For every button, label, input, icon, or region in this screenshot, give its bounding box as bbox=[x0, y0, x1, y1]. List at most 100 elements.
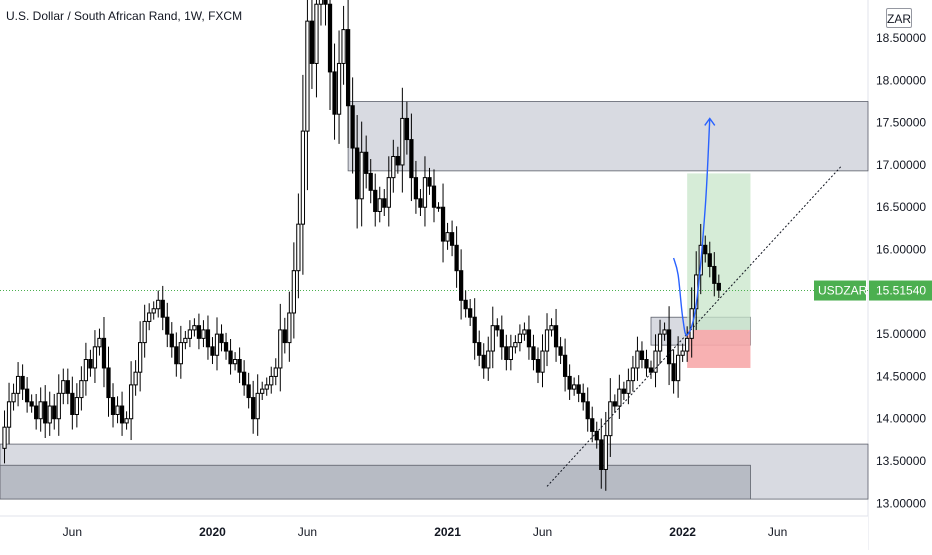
candle[interactable] bbox=[567, 364, 572, 400]
candle[interactable] bbox=[174, 332, 179, 377]
candle[interactable] bbox=[318, 0, 324, 26]
candle[interactable] bbox=[612, 394, 617, 413]
candle[interactable] bbox=[463, 290, 468, 318]
candle[interactable] bbox=[228, 338, 233, 375]
candle[interactable] bbox=[657, 319, 663, 364]
candle[interactable] bbox=[400, 87, 405, 193]
candle[interactable] bbox=[138, 321, 143, 392]
candle[interactable] bbox=[309, 0, 315, 89]
candle[interactable] bbox=[11, 383, 16, 411]
candle[interactable] bbox=[291, 242, 296, 339]
candle[interactable] bbox=[377, 186, 382, 223]
candle[interactable] bbox=[350, 77, 355, 174]
candle[interactable] bbox=[323, 0, 328, 26]
candle[interactable] bbox=[662, 322, 667, 341]
candle[interactable] bbox=[675, 336, 681, 398]
candle[interactable] bbox=[133, 360, 138, 396]
candle[interactable] bbox=[603, 411, 608, 491]
projected-path[interactable] bbox=[672, 118, 711, 336]
candle[interactable] bbox=[65, 368, 70, 405]
candle[interactable] bbox=[232, 352, 238, 371]
time-axis-bg[interactable] bbox=[0, 516, 868, 550]
candle[interactable] bbox=[639, 341, 645, 369]
candle[interactable] bbox=[716, 274, 721, 299]
candle[interactable] bbox=[56, 374, 61, 436]
candle[interactable] bbox=[513, 335, 518, 354]
candle[interactable] bbox=[110, 383, 116, 428]
candle[interactable] bbox=[355, 115, 360, 229]
candle[interactable] bbox=[15, 362, 21, 407]
candle[interactable] bbox=[422, 156, 428, 227]
candle[interactable] bbox=[590, 406, 595, 443]
candle[interactable] bbox=[481, 343, 486, 379]
candle[interactable] bbox=[70, 376, 75, 430]
candle[interactable] bbox=[581, 383, 586, 411]
candle[interactable] bbox=[562, 338, 568, 392]
candle[interactable] bbox=[585, 387, 590, 432]
candle[interactable] bbox=[621, 381, 627, 401]
candle[interactable] bbox=[364, 135, 369, 189]
candle[interactable] bbox=[685, 326, 690, 362]
candle[interactable] bbox=[382, 189, 387, 217]
candle[interactable] bbox=[74, 383, 79, 428]
candle[interactable] bbox=[576, 375, 581, 403]
candle[interactable] bbox=[151, 301, 156, 320]
candle[interactable] bbox=[553, 308, 559, 362]
candle[interactable] bbox=[101, 317, 107, 388]
candle[interactable] bbox=[201, 320, 206, 348]
candle[interactable] bbox=[115, 396, 120, 424]
candle[interactable] bbox=[79, 366, 84, 411]
candle[interactable] bbox=[169, 322, 174, 358]
candle[interactable] bbox=[594, 421, 599, 449]
candle[interactable] bbox=[431, 169, 437, 223]
candle[interactable] bbox=[549, 318, 554, 337]
candle[interactable] bbox=[454, 226, 459, 288]
candle[interactable] bbox=[147, 303, 152, 331]
candle[interactable] bbox=[626, 368, 631, 405]
stop-zone[interactable] bbox=[687, 329, 751, 368]
candle[interactable] bbox=[61, 368, 66, 405]
candle[interactable] bbox=[680, 343, 685, 362]
candle[interactable] bbox=[413, 160, 419, 214]
candle[interactable] bbox=[255, 374, 260, 436]
candle[interactable] bbox=[540, 334, 545, 388]
candle[interactable] bbox=[20, 364, 25, 400]
candle[interactable] bbox=[391, 139, 396, 193]
candle[interactable] bbox=[689, 287, 694, 358]
candle[interactable] bbox=[599, 418, 604, 489]
candle[interactable] bbox=[264, 377, 269, 396]
candle[interactable] bbox=[43, 385, 48, 438]
candle[interactable] bbox=[223, 332, 229, 360]
candle[interactable] bbox=[495, 318, 500, 337]
candle[interactable] bbox=[644, 349, 649, 377]
candle[interactable] bbox=[648, 360, 654, 379]
candle[interactable] bbox=[531, 334, 536, 371]
currency-badge[interactable]: ZAR bbox=[886, 8, 912, 28]
candle[interactable] bbox=[214, 317, 220, 371]
candle[interactable] bbox=[558, 337, 563, 365]
candle[interactable] bbox=[345, 0, 351, 148]
candle[interactable] bbox=[535, 347, 541, 384]
candle[interactable] bbox=[282, 317, 287, 354]
candle[interactable] bbox=[128, 361, 134, 441]
candle[interactable] bbox=[440, 183, 446, 263]
candle[interactable] bbox=[142, 304, 147, 358]
candle[interactable] bbox=[368, 159, 373, 204]
candle[interactable] bbox=[707, 241, 712, 278]
resistance-zone[interactable] bbox=[347, 101, 869, 172]
candle[interactable] bbox=[341, 5, 346, 85]
candle[interactable] bbox=[251, 380, 256, 434]
candle[interactable] bbox=[52, 393, 57, 430]
candle[interactable] bbox=[445, 222, 450, 250]
candle[interactable] bbox=[526, 315, 532, 360]
candle[interactable] bbox=[273, 358, 278, 386]
candle[interactable] bbox=[192, 318, 197, 337]
price-axis-bg[interactable] bbox=[868, 0, 932, 550]
candle[interactable] bbox=[241, 360, 247, 396]
candle[interactable] bbox=[106, 346, 111, 417]
candle[interactable] bbox=[386, 156, 391, 227]
candle[interactable] bbox=[287, 291, 292, 362]
candle[interactable] bbox=[92, 330, 98, 384]
candle[interactable] bbox=[83, 342, 89, 396]
